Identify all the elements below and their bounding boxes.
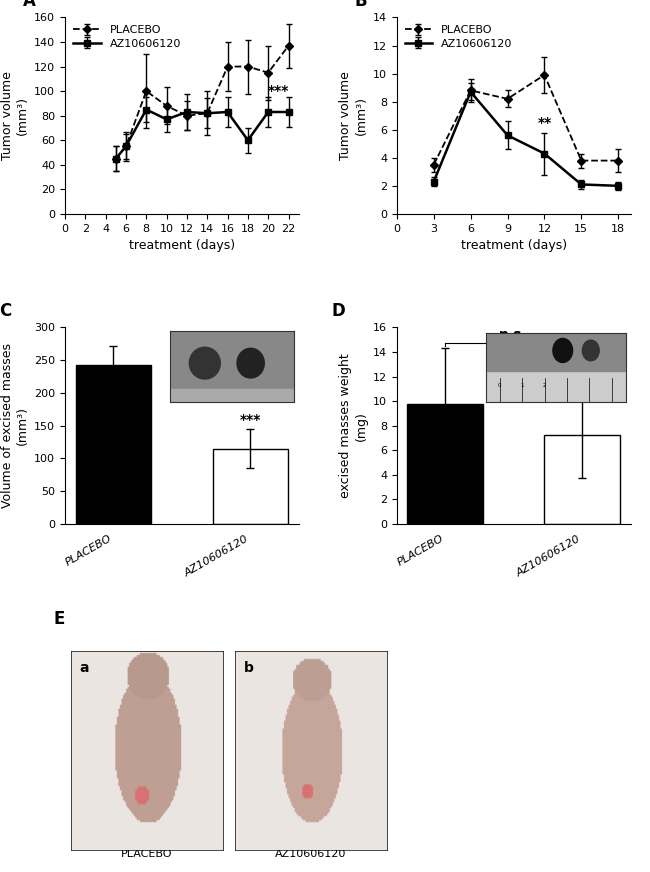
Bar bbox=[213, 448, 288, 524]
Text: ***: *** bbox=[240, 413, 261, 427]
X-axis label: treatment (days): treatment (days) bbox=[461, 239, 567, 252]
Legend: PLACEBO, AZ10606120: PLACEBO, AZ10606120 bbox=[71, 23, 183, 51]
Bar bbox=[545, 435, 620, 524]
Text: n.s.: n.s. bbox=[499, 328, 528, 342]
Text: AZ10606120: AZ10606120 bbox=[276, 848, 346, 859]
Text: E: E bbox=[54, 610, 65, 629]
X-axis label: treatment (days): treatment (days) bbox=[129, 239, 235, 252]
Bar bbox=[408, 404, 483, 524]
Bar bbox=[75, 364, 151, 524]
Text: D: D bbox=[332, 302, 345, 319]
Text: A: A bbox=[23, 0, 36, 10]
Text: B: B bbox=[355, 0, 367, 10]
Y-axis label: excised masses weight
(mg): excised masses weight (mg) bbox=[339, 353, 367, 498]
Text: C: C bbox=[0, 302, 12, 319]
Text: PLACEBO: PLACEBO bbox=[122, 848, 173, 859]
Text: ***: *** bbox=[268, 84, 289, 98]
Text: **: ** bbox=[538, 116, 552, 130]
Legend: PLACEBO, AZ10606120: PLACEBO, AZ10606120 bbox=[402, 23, 515, 51]
Y-axis label: Tumor volume
(mm³): Tumor volume (mm³) bbox=[1, 72, 29, 160]
Y-axis label: Volume of excised masses
(mm³): Volume of excised masses (mm³) bbox=[1, 343, 29, 508]
Y-axis label: Tumor volume
(mm³): Tumor volume (mm³) bbox=[339, 72, 367, 160]
